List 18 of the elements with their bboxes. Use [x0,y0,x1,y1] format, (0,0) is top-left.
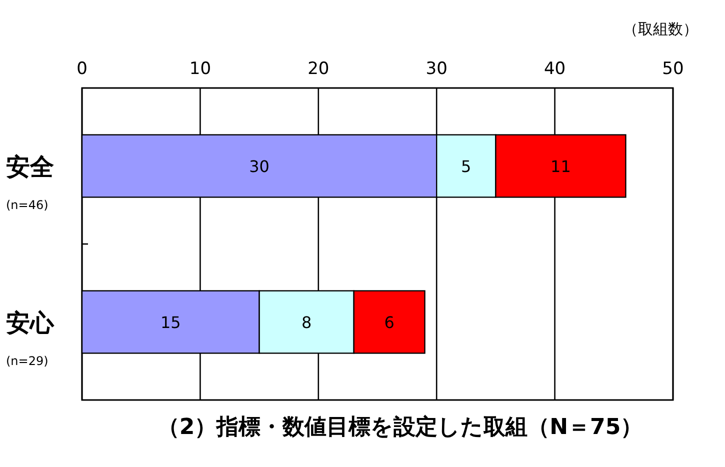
x-tick-label: 40 [544,59,566,79]
y-tick-label: 安全 [6,153,55,181]
x-axis-title: （取組数） [623,20,698,38]
data-label: 30 [249,157,270,176]
x-tick-label: 50 [662,59,684,79]
data-label: 6 [384,313,394,332]
x-tick-label: 30 [426,59,448,79]
x-tick-label: 10 [189,59,212,79]
data-label: 15 [160,313,181,332]
data-label: 5 [461,157,472,176]
text: (n=46) [6,198,48,212]
x-tick-label: 20 [308,59,330,79]
text: (n=29) [6,354,48,368]
x-tick-label: 0 [76,59,88,79]
y-tick-label: 安心 [6,309,55,337]
text: （2）指標・数値目標を設定した取組（N＝75） [157,414,643,440]
data-label: 8 [301,313,312,332]
data-label: 11 [550,157,571,176]
